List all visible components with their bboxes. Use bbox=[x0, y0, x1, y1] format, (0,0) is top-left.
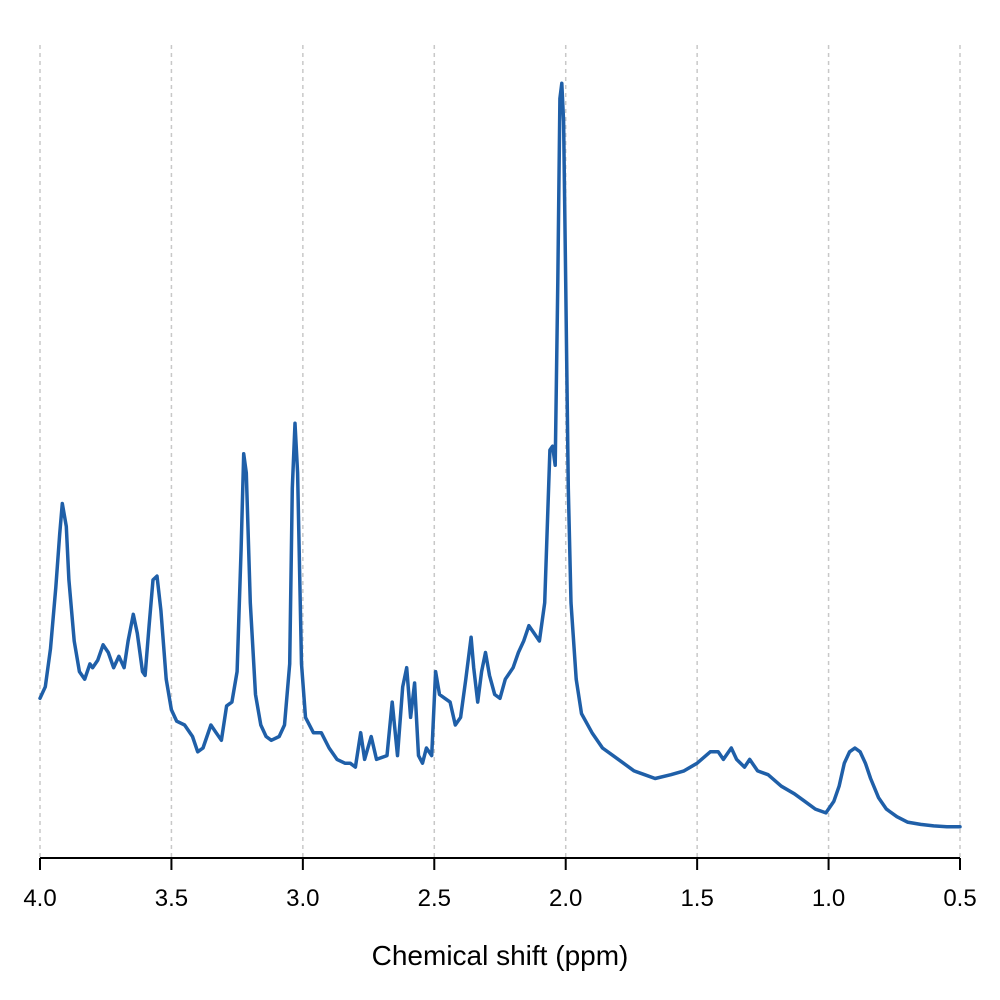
x-axis-title: Chemical shift (ppm) bbox=[372, 940, 629, 971]
x-tick-label: 0.5 bbox=[943, 885, 976, 912]
x-tick-label: 3.5 bbox=[155, 885, 188, 912]
x-tick-label: 2.5 bbox=[418, 885, 451, 912]
x-axis-ticks: 4.0 3.5 3.0 2.5 2.0 1.5 1.0 0.5 bbox=[23, 858, 977, 912]
x-tick-label: 2.0 bbox=[549, 885, 582, 912]
x-tick-label: 1.5 bbox=[680, 885, 713, 912]
spectrum-line bbox=[38, 81, 962, 829]
x-tick-label: 3.0 bbox=[286, 885, 319, 912]
x-tick-label: 4.0 bbox=[23, 885, 56, 912]
x-tick-label: 1.0 bbox=[812, 885, 845, 912]
